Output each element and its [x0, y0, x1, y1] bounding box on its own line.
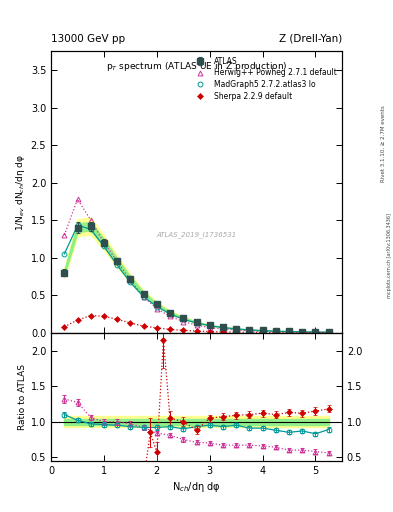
Line: Herwig++ Powheg 2.7.1 default: Herwig++ Powheg 2.7.1 default [62, 197, 331, 335]
Sherpa 2.2.9 default [102, 313, 107, 319]
Sherpa 2.2.9 default [128, 320, 133, 326]
MadGraph5 2.7.2.atlas3 lo [260, 328, 265, 334]
MadGraph5 2.7.2.atlas3 lo [208, 323, 212, 329]
MadGraph5 2.7.2.atlas3 lo [128, 280, 133, 286]
MadGraph5 2.7.2.atlas3 lo [102, 243, 107, 249]
MadGraph5 2.7.2.atlas3 lo [115, 262, 119, 268]
Herwig++ Powheg 2.7.1 default [286, 329, 291, 335]
Herwig++ Powheg 2.7.1 default [115, 259, 119, 265]
Herwig++ Powheg 2.7.1 default [194, 322, 199, 328]
MadGraph5 2.7.2.atlas3 lo [313, 329, 318, 335]
Y-axis label: 1/N$_{ev}$ dN$_{ch}$/dη dφ: 1/N$_{ev}$ dN$_{ch}$/dη dφ [14, 154, 27, 230]
MadGraph5 2.7.2.atlas3 lo [274, 328, 278, 334]
Sherpa 2.2.9 default [247, 329, 252, 335]
Herwig++ Powheg 2.7.1 default [75, 196, 80, 202]
MadGraph5 2.7.2.atlas3 lo [88, 226, 93, 232]
Herwig++ Powheg 2.7.1 default [274, 329, 278, 335]
Herwig++ Powheg 2.7.1 default [313, 329, 318, 335]
Sherpa 2.2.9 default [260, 329, 265, 335]
X-axis label: N$_{ch}$/dη dφ: N$_{ch}$/dη dφ [172, 480, 221, 494]
MadGraph5 2.7.2.atlas3 lo [62, 251, 67, 257]
Sherpa 2.2.9 default [141, 323, 146, 329]
MadGraph5 2.7.2.atlas3 lo [154, 304, 159, 310]
Herwig++ Powheg 2.7.1 default [300, 329, 305, 335]
Sherpa 2.2.9 default [168, 326, 173, 332]
Herwig++ Powheg 2.7.1 default [88, 217, 93, 223]
Text: Z (Drell-Yan): Z (Drell-Yan) [279, 33, 342, 44]
Herwig++ Powheg 2.7.1 default [128, 277, 133, 283]
Text: mcplots.cern.ch [arXiv:1306.3436]: mcplots.cern.ch [arXiv:1306.3436] [387, 214, 391, 298]
Sherpa 2.2.9 default [208, 329, 212, 335]
Line: Sherpa 2.2.9 default: Sherpa 2.2.9 default [62, 313, 331, 335]
Herwig++ Powheg 2.7.1 default [102, 240, 107, 246]
Herwig++ Powheg 2.7.1 default [260, 328, 265, 334]
Herwig++ Powheg 2.7.1 default [168, 313, 173, 319]
MadGraph5 2.7.2.atlas3 lo [168, 311, 173, 317]
Herwig++ Powheg 2.7.1 default [154, 306, 159, 312]
MadGraph5 2.7.2.atlas3 lo [75, 222, 80, 228]
Herwig++ Powheg 2.7.1 default [141, 294, 146, 300]
Text: 13000 GeV pp: 13000 GeV pp [51, 33, 125, 44]
Sherpa 2.2.9 default [234, 329, 239, 335]
MadGraph5 2.7.2.atlas3 lo [220, 325, 225, 331]
MadGraph5 2.7.2.atlas3 lo [181, 316, 185, 323]
Herwig++ Powheg 2.7.1 default [220, 326, 225, 332]
Legend: ATLAS, Herwig++ Powheg 2.7.1 default, MadGraph5 2.7.2.atlas3 lo, Sherpa 2.2.9 de: ATLAS, Herwig++ Powheg 2.7.1 default, Ma… [189, 55, 338, 102]
MadGraph5 2.7.2.atlas3 lo [247, 327, 252, 333]
Sherpa 2.2.9 default [286, 330, 291, 336]
Sherpa 2.2.9 default [274, 329, 278, 335]
Sherpa 2.2.9 default [326, 330, 331, 336]
Sherpa 2.2.9 default [220, 329, 225, 335]
MadGraph5 2.7.2.atlas3 lo [300, 329, 305, 335]
Text: Rivet 3.1.10, ≥ 2.7M events: Rivet 3.1.10, ≥ 2.7M events [381, 105, 386, 182]
Line: MadGraph5 2.7.2.atlas3 lo: MadGraph5 2.7.2.atlas3 lo [62, 223, 331, 335]
Herwig++ Powheg 2.7.1 default [234, 327, 239, 333]
MadGraph5 2.7.2.atlas3 lo [141, 294, 146, 300]
Herwig++ Powheg 2.7.1 default [208, 325, 212, 331]
MadGraph5 2.7.2.atlas3 lo [234, 326, 239, 332]
Sherpa 2.2.9 default [194, 328, 199, 334]
Herwig++ Powheg 2.7.1 default [181, 318, 185, 325]
Sherpa 2.2.9 default [75, 317, 80, 323]
Sherpa 2.2.9 default [154, 325, 159, 331]
Herwig++ Powheg 2.7.1 default [247, 328, 252, 334]
Sherpa 2.2.9 default [313, 330, 318, 336]
Herwig++ Powheg 2.7.1 default [62, 232, 67, 238]
Text: ATLAS_2019_I1736531: ATLAS_2019_I1736531 [156, 231, 237, 238]
MadGraph5 2.7.2.atlas3 lo [286, 329, 291, 335]
Herwig++ Powheg 2.7.1 default [326, 329, 331, 335]
Sherpa 2.2.9 default [300, 330, 305, 336]
Sherpa 2.2.9 default [88, 312, 93, 318]
Text: p$_T$ spectrum (ATLAS UE in Z production): p$_T$ spectrum (ATLAS UE in Z production… [106, 60, 287, 73]
MadGraph5 2.7.2.atlas3 lo [326, 329, 331, 335]
Y-axis label: Ratio to ATLAS: Ratio to ATLAS [18, 364, 27, 430]
Sherpa 2.2.9 default [181, 327, 185, 333]
MadGraph5 2.7.2.atlas3 lo [194, 320, 199, 326]
Sherpa 2.2.9 default [62, 324, 67, 330]
Sherpa 2.2.9 default [115, 316, 119, 323]
